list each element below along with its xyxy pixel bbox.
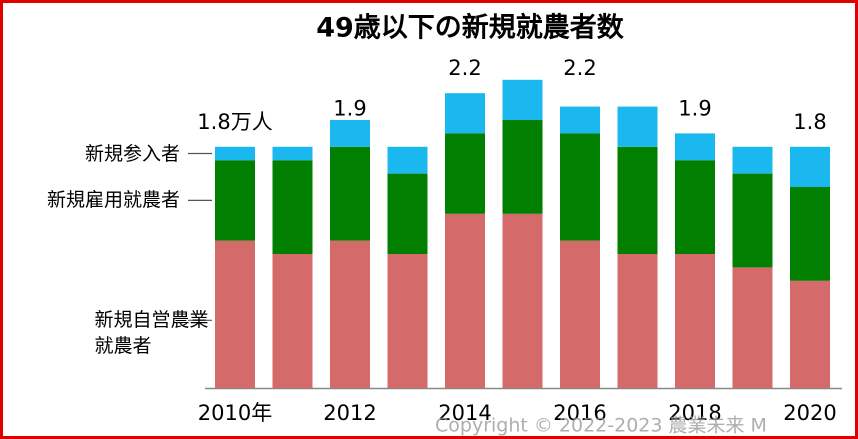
bar-segment (617, 146, 658, 254)
total-label: 1.9 (678, 96, 711, 120)
bar-segment (330, 240, 370, 388)
bar-segment (732, 146, 773, 174)
bar-segment (445, 93, 485, 134)
bar-segment (617, 106, 658, 147)
total-label: 2.2 (448, 56, 481, 80)
bar-segment (502, 213, 543, 388)
bar-segment (560, 240, 600, 388)
bar-segment (732, 173, 773, 268)
x-tick-label: 2010年 (198, 401, 272, 425)
bar-segment (272, 160, 313, 254)
bar-segment (272, 146, 313, 161)
bar-segment (387, 146, 428, 174)
bar-segment (502, 79, 543, 120)
bar-segment (732, 267, 773, 388)
x-tick-label: 2018 (668, 401, 721, 425)
bar-segment (330, 120, 370, 147)
bar-segment (502, 120, 543, 214)
legend-label: 新規参入者 (85, 142, 181, 165)
bar-segment (445, 213, 485, 388)
total-label: 1.8 (793, 110, 826, 134)
bar-segment (790, 280, 830, 388)
bar-segment (215, 160, 255, 241)
bar-segment (790, 187, 830, 281)
bar-segment (387, 173, 428, 254)
bar-segment (560, 133, 600, 241)
watermark: Copyright © 2022-2023 農業未来 M (435, 415, 767, 437)
bar-segment (560, 106, 600, 134)
total-label: 2.2 (563, 56, 596, 80)
x-tick-label: 2014 (438, 401, 491, 425)
bar-segment (675, 160, 715, 254)
bar-segment (215, 240, 255, 388)
bar-segment (675, 254, 715, 388)
bar-segment (215, 146, 255, 161)
total-label: 1.8万人 (197, 110, 272, 134)
bar-segment (387, 254, 428, 388)
bar-segment (675, 133, 715, 161)
x-tick-label: 2012 (323, 401, 376, 425)
legend-label: 新規雇用就農者 (47, 189, 181, 212)
bar-segment (790, 146, 830, 187)
x-tick-label: 2016 (553, 401, 606, 425)
bar-segment (445, 133, 485, 214)
total-label: 1.9 (333, 96, 366, 120)
bar-segment (330, 146, 370, 241)
legend-label: 新規自営農業就農者 (94, 309, 209, 358)
x-tick-label: 2020 (783, 401, 836, 425)
bar-segment (617, 254, 658, 388)
chart-title: 49歳以下の新規就農者数 (316, 12, 625, 44)
bar-segment (272, 254, 313, 388)
